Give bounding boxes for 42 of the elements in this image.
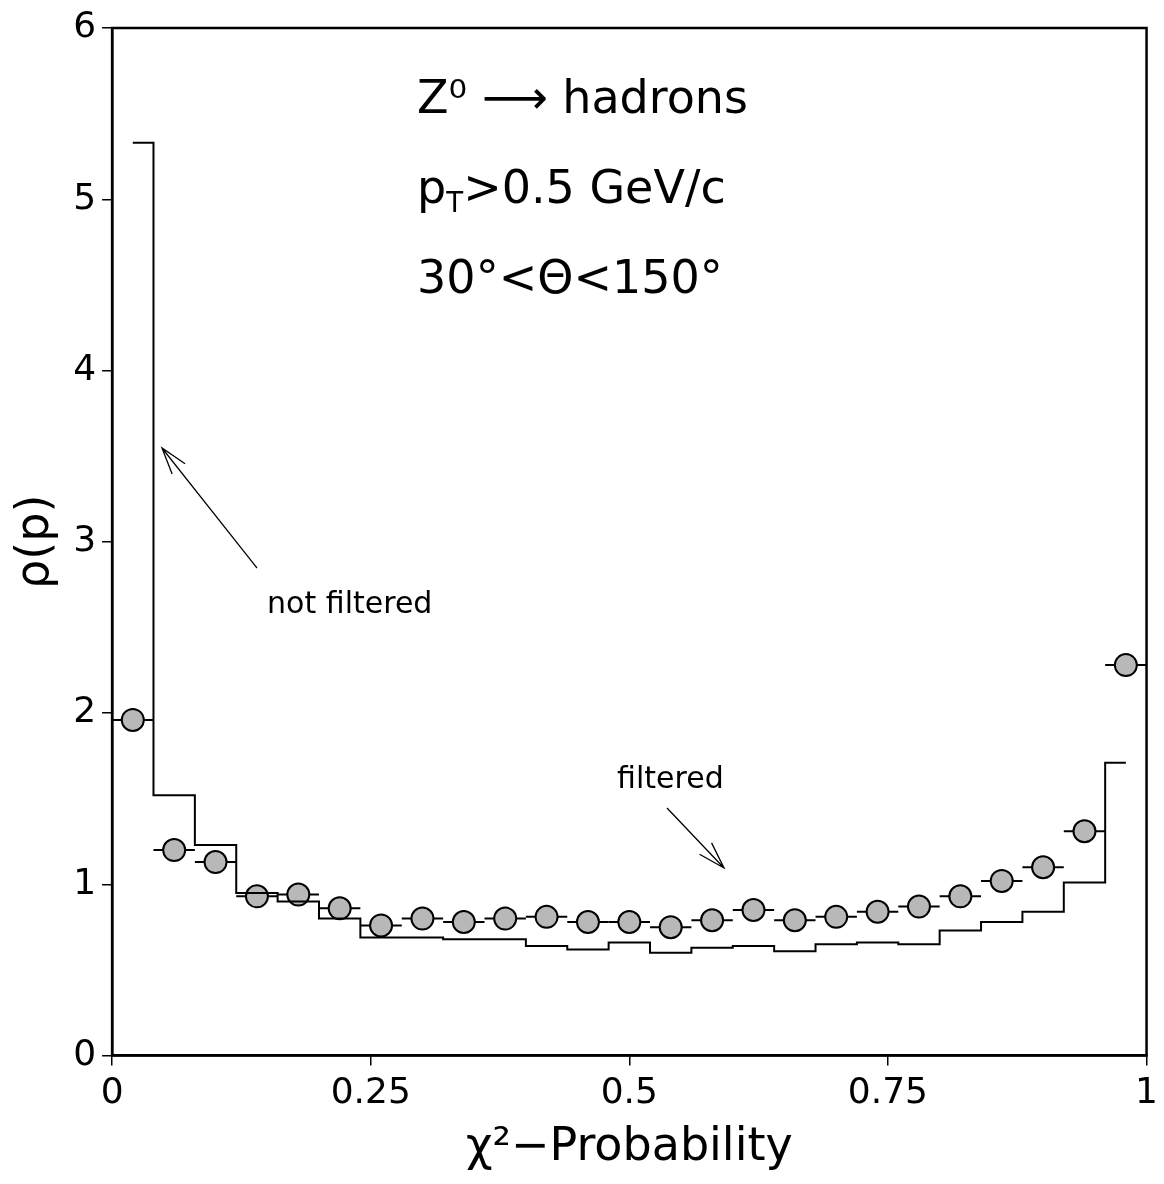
annotation: 30°<Θ<150° [417,250,723,304]
x-tick-label: 0.25 [330,1069,411,1111]
y-tick-label: 4 [73,346,97,388]
y-tick-label: 3 [73,518,97,560]
point [782,908,807,933]
x-tick-label: 0 [100,1069,124,1111]
x-tick-label: 0.5 [600,1069,658,1111]
point [824,904,849,929]
point [700,908,725,933]
y-tick-label: 1 [73,860,97,902]
point [865,899,890,924]
y-tick-label: 6 [73,4,97,46]
point [327,896,352,921]
annotation: not filtered [267,585,433,620]
point [286,882,311,907]
point [369,913,394,938]
point [534,904,559,929]
x-axis-title: χ²−Probability [465,1117,793,1172]
point [120,707,145,732]
point [989,868,1014,893]
point [1031,855,1056,880]
y-axis-title: ρ(p) [4,494,59,589]
point [493,906,518,931]
point [575,910,600,935]
y-tick-label: 0 [73,1031,97,1073]
point [948,884,973,909]
y-tick-label: 2 [73,689,97,731]
annotation: filtered [617,760,724,795]
x-tick-label: 1 [1135,1069,1158,1111]
y-tick-label: 5 [73,175,97,217]
x-tick-label: 0.75 [847,1069,929,1111]
point [741,898,766,923]
point [658,915,683,940]
point [906,894,931,919]
point [1072,819,1097,844]
point [162,838,187,863]
annotation: Z⁰ ⟶ hadrons [417,70,748,124]
point [617,910,642,935]
point [203,850,228,875]
point [1113,653,1138,678]
point [410,906,435,931]
point [451,910,476,935]
